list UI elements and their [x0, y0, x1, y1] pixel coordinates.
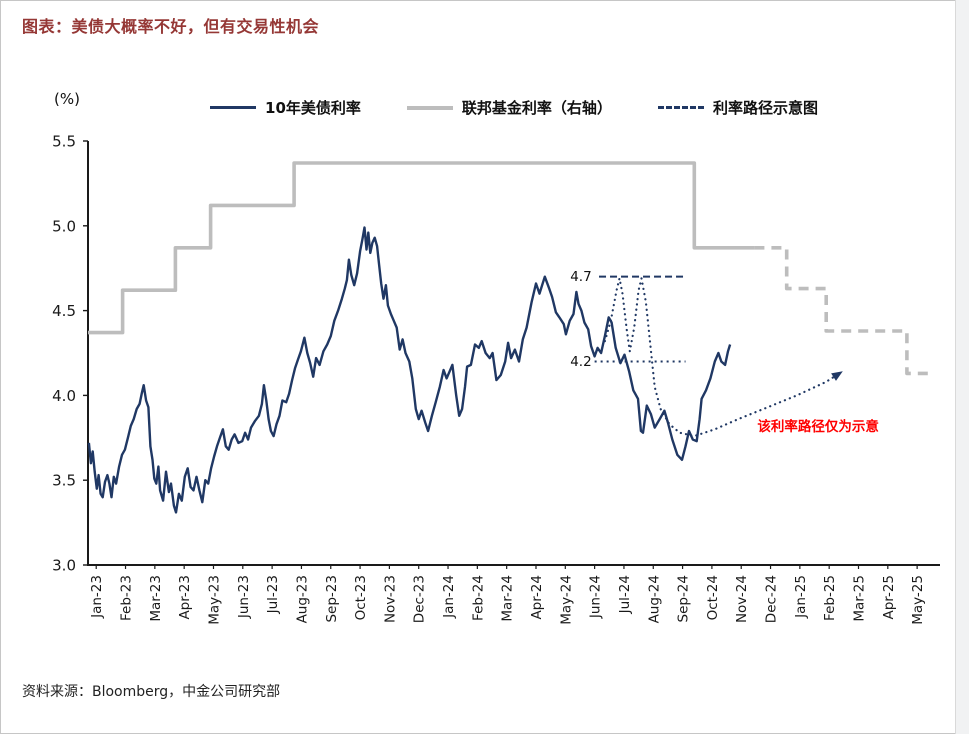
- x-tick-label: Apr-25: [881, 575, 897, 620]
- fed-funds-projected-line: [754, 246, 935, 376]
- x-tick-label: May-25: [910, 575, 926, 625]
- legend-label-rate-path: 利率路径示意图: [712, 99, 818, 117]
- x-tick-label: Aug-24: [646, 575, 662, 623]
- rate-path-dotted-line: [603, 277, 841, 438]
- x-tick-label: Apr-23: [177, 575, 193, 620]
- legend-item-rate-path: 利率路径示意图: [657, 97, 818, 118]
- y-tick-label: 5.5: [52, 133, 76, 151]
- x-tick-label: Jan-23: [89, 575, 105, 619]
- x-tick-label: Sep-23: [324, 575, 340, 623]
- legend-label-fed-funds: 联邦基金利率（右轴）: [461, 99, 612, 117]
- y-tick-label: 4.0: [52, 387, 76, 405]
- illustrative-path-note: 该利率路径仅为示意: [757, 418, 879, 435]
- x-tick-label: Jan-25: [793, 575, 809, 619]
- rate-level-label: 4.7: [570, 269, 591, 285]
- x-tick-label: Nov-23: [382, 575, 398, 623]
- x-tick-label: Mar-25: [851, 575, 867, 622]
- x-tick-label: Oct-23: [353, 575, 369, 620]
- x-tick-label: Mar-23: [148, 575, 164, 622]
- rate-path-dotted-line-arrowhead: [831, 371, 843, 381]
- treasury-10y-line: [87, 226, 732, 514]
- x-tick-label: Jul-24: [617, 575, 633, 614]
- y-tick-label: 3.0: [52, 557, 76, 575]
- legend-label-treasury: 10年美债利率: [265, 99, 361, 117]
- rate-level-label: 4.2: [570, 354, 591, 370]
- legend: 10年美债利率 联邦基金利率（右轴） 利率路径示意图: [88, 97, 940, 118]
- right-scrollbar[interactable]: [955, 0, 969, 734]
- x-tick-label: Mar-24: [500, 575, 516, 622]
- fed-funds-line-swatch: [406, 105, 453, 110]
- y-tick-label: 4.5: [52, 302, 76, 320]
- x-tick-label: Apr-24: [529, 575, 545, 620]
- x-tick-label: Oct-24: [705, 575, 721, 620]
- x-tick-label: Aug-23: [294, 575, 310, 623]
- rate-path-line-swatch: [657, 106, 704, 109]
- x-tick-label: Feb-24: [470, 575, 486, 621]
- y-axis-unit-label: (%): [54, 90, 80, 108]
- x-tick-label: Nov-24: [734, 575, 750, 623]
- x-tick-label: Dec-23: [412, 575, 428, 623]
- x-tick-label: Jun-24: [588, 575, 604, 619]
- source-note: 资料来源：Bloomberg，中金公司研究部: [22, 684, 281, 700]
- treasury-line-swatch: [210, 106, 257, 109]
- x-tick-label: Jul-23: [265, 575, 281, 614]
- legend-item-treasury: 10年美债利率: [210, 97, 361, 118]
- x-tick-label: May-24: [558, 575, 574, 625]
- x-tick-label: Jan-24: [441, 575, 457, 619]
- x-tick-label: Dec-24: [764, 575, 780, 623]
- legend-item-fed-funds: 联邦基金利率（右轴）: [406, 97, 612, 118]
- y-tick-label: 5.0: [52, 217, 76, 235]
- x-tick-label: May-23: [206, 575, 222, 625]
- chart-plot-area: 5.5 5.0 4.5 4.0 3.5 3.0 Jan-23 Feb-23 Mar-23 Apr-…: [52, 133, 940, 625]
- fed-funds-actual-line: [88, 161, 755, 335]
- x-tick-label: Feb-25: [822, 575, 838, 621]
- x-tick-label: Sep-24: [676, 575, 692, 623]
- x-tick-label: Feb-23: [119, 575, 135, 621]
- x-tick-label: Jun-23: [236, 575, 252, 619]
- y-tick-label: 3.5: [52, 472, 76, 490]
- chart-title: 图表：美债大概率不好，但有交易性机会: [22, 17, 320, 36]
